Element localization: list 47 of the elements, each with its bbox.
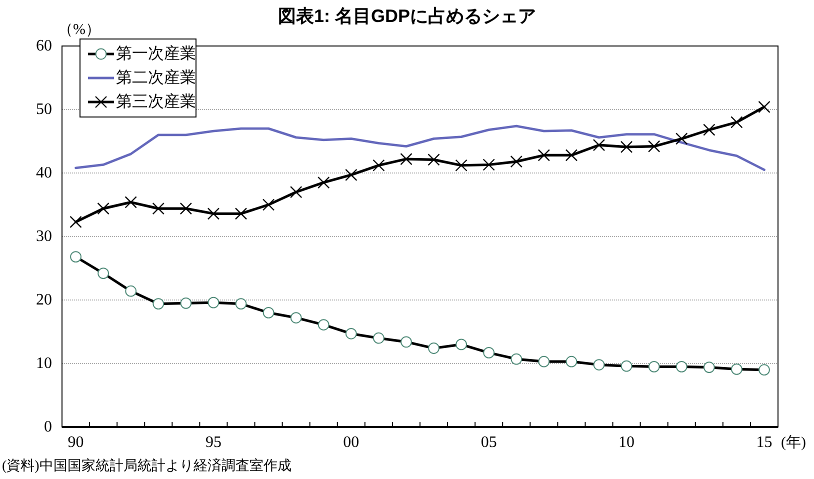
point — [510, 155, 522, 168]
x-tick-label: 10 — [618, 434, 635, 451]
y-tick-label: 0 — [44, 418, 52, 436]
y-tick-label: 10 — [36, 355, 52, 372]
point — [345, 168, 358, 182]
point — [538, 149, 550, 162]
y-tick-label: 30 — [36, 228, 52, 245]
y-tick-label: 60 — [36, 38, 52, 54]
x-tick-label: 05 — [480, 434, 497, 451]
point — [124, 196, 137, 208]
point — [70, 216, 82, 228]
y-tick-label: 40 — [36, 164, 52, 182]
point — [234, 208, 248, 220]
x-tick-label: 90 — [68, 434, 84, 451]
point — [262, 198, 275, 211]
point — [648, 140, 660, 152]
point — [318, 176, 330, 189]
text: (資料)中国国家統計局統計より経済調査室作成 — [2, 458, 292, 474]
legend-label: 第二次産業 — [116, 68, 196, 86]
x-tick-label: 00 — [343, 434, 360, 451]
point — [207, 208, 220, 220]
line-series — [74, 124, 766, 172]
legend-label: 第三次産業 — [116, 92, 196, 110]
y-tick-label: 50 — [36, 101, 52, 118]
point — [620, 140, 633, 154]
x-tick-label: 15 — [756, 434, 772, 451]
point — [428, 154, 440, 166]
point — [676, 132, 688, 145]
x-axis-title: (年) — [781, 434, 806, 451]
point — [758, 100, 770, 114]
legend-label: 第一次産業 — [116, 44, 196, 62]
point — [703, 124, 716, 136]
point — [400, 152, 412, 166]
y-tick-label: 20 — [36, 292, 52, 308]
point — [730, 116, 743, 128]
point — [592, 138, 606, 152]
point — [482, 158, 495, 171]
point — [455, 159, 468, 172]
point — [180, 202, 192, 215]
x-tick-label: 95 — [205, 434, 222, 451]
point — [290, 186, 302, 198]
y-axis-title: （%） — [58, 22, 100, 38]
point — [565, 149, 578, 162]
point — [152, 202, 164, 215]
point — [97, 202, 110, 215]
point — [372, 159, 385, 172]
chart-title: 図表1: 名目GDPに占めるシェア — [278, 6, 536, 26]
